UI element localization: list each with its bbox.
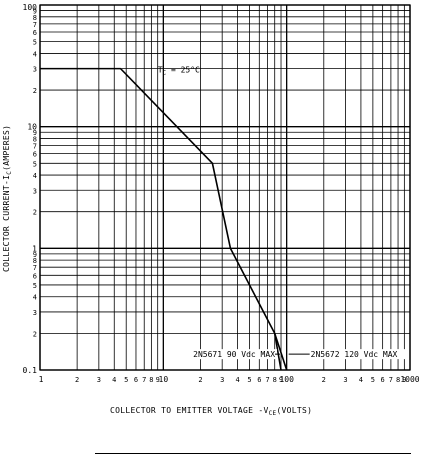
x-tick-label-24: 7	[389, 376, 393, 384]
x-tick-label-19: 2	[322, 376, 326, 384]
y-tick-label-13: 5	[33, 160, 37, 168]
series-line-0	[40, 67, 282, 371]
y-tick-label-9: 1	[32, 244, 37, 253]
y-tick-label-19: 2	[33, 87, 37, 95]
y-tick-label-27: 100	[23, 3, 38, 12]
series-line-1	[273, 333, 288, 371]
x-tick-label-17: 9	[279, 376, 283, 384]
x-tick-label-25: 8	[396, 376, 400, 384]
x-tick-label-26: 9	[402, 376, 406, 384]
x-tick-label-21: 4	[359, 376, 363, 384]
y-tick-label-16: 8	[33, 135, 37, 143]
x-tick-label-7: 8	[149, 376, 153, 384]
y-tick-label-4: 5	[33, 282, 37, 290]
annotations-layer: TC = 25°C 2N5671 90 Vdc MAX 2N5672 120 Vdc…	[158, 65, 409, 360]
y-tick-label-8: 9	[33, 251, 37, 259]
y-tick-label-24: 7	[33, 21, 37, 29]
y-tick-label-7: 8	[33, 257, 37, 265]
grid-lines	[39, 4, 411, 371]
x-tick-label-23: 6	[381, 376, 385, 384]
label-2n5672: 2N5672 120 Vdc MAX	[311, 350, 398, 359]
label-120-bg	[306, 349, 409, 360]
x-tick-label-14: 6	[257, 376, 261, 384]
x-tick-label-0: 1	[39, 375, 44, 384]
x-tick-label-4: 5	[124, 376, 128, 384]
y-tick-label-22: 5	[33, 39, 37, 47]
y-tick-label-1: 2	[33, 330, 37, 338]
x-tick-label-3: 4	[112, 376, 116, 384]
x-tick-label-5: 6	[134, 376, 138, 384]
y-tick-label-25: 8	[33, 14, 37, 22]
bottom-rule	[95, 453, 411, 454]
x-tick-label-6: 7	[142, 376, 146, 384]
y-tick-label-0: 0.1	[23, 366, 38, 375]
series-layer	[40, 67, 288, 371]
x-tick-label-8: 9	[156, 376, 160, 384]
y-tick-label-26: 9	[33, 8, 37, 16]
y-tick-label-3: 4	[33, 294, 37, 302]
y-tick-label-18: 10	[27, 123, 37, 132]
label-2n5671: 2N5671 90 Vdc MAX	[193, 350, 275, 359]
y-tick-label-14: 6	[33, 151, 37, 159]
y-tick-label-23: 6	[33, 29, 37, 37]
y-axis-title: COLLECTOR CURRENT-IC(AMPERES)	[2, 125, 13, 272]
x-tick-label-13: 5	[247, 376, 251, 384]
x-tick-label-1: 2	[75, 376, 79, 384]
temperature-annotation: TC = 25°C	[158, 65, 200, 76]
x-tick-label-18: 100	[279, 375, 294, 384]
y-tick-label-11: 3	[33, 187, 37, 195]
x-axis-title: COLLECTOR TO EMITTER VOLTAGE -VCE(VOLTS)	[110, 406, 312, 417]
y-tick-label-10: 2	[33, 209, 37, 217]
y-tick-label-20: 3	[33, 66, 37, 74]
x-tick-label-16: 8	[273, 376, 277, 384]
y-tick-label-12: 4	[33, 172, 37, 180]
x-tick-label-22: 5	[371, 376, 375, 384]
y-tick-label-2: 3	[33, 309, 37, 317]
plot-frame	[39, 4, 411, 371]
x-tick-label-2: 3	[97, 376, 101, 384]
x-tick-label-15: 7	[265, 376, 269, 384]
x-tick-label-11: 3	[220, 376, 224, 384]
x-tick-label-20: 3	[343, 376, 347, 384]
y-tick-label-17: 9	[33, 129, 37, 137]
x-tick-label-9: 10	[159, 375, 169, 384]
y-tick-label-6: 7	[33, 264, 37, 272]
x-tick-label-12: 4	[235, 376, 239, 384]
y-tick-label-15: 7	[33, 143, 37, 151]
x-tick-label-10: 2	[198, 376, 202, 384]
label-90-bg	[193, 349, 278, 360]
x-tick-label-27: 1000	[400, 375, 419, 384]
y-tick-label-5: 6	[33, 272, 37, 280]
y-tick-label-21: 4	[33, 50, 37, 58]
